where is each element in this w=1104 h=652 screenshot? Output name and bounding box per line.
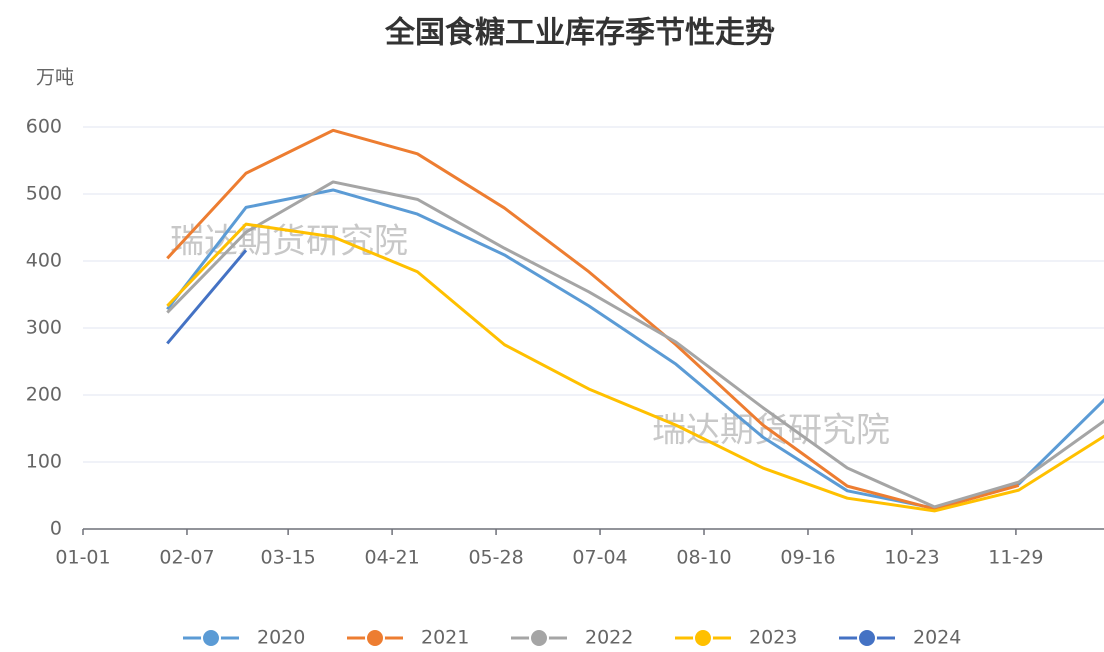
x-tick-label: 10-23 (884, 547, 939, 569)
x-tick-label: 11-29 (988, 547, 1043, 569)
y-tick-label: 400 (26, 250, 62, 272)
chart-title: 全国食糖工业库存季节性走势 (384, 16, 775, 51)
y-axis-unit: 万吨 (36, 67, 74, 89)
legend-item[interactable]: 2022 (511, 627, 633, 649)
legend-marker (365, 628, 385, 648)
legend-item[interactable]: 2021 (347, 627, 469, 649)
legend-label: 2020 (257, 627, 305, 649)
legend-marker (201, 628, 221, 648)
series-line (166, 222, 1104, 513)
x-tick-label: 02-07 (159, 547, 214, 569)
y-tick-label: 200 (26, 384, 62, 406)
legend-item[interactable]: 2024 (839, 627, 961, 649)
legend-marker (693, 628, 713, 648)
y-tick-label: 0 (50, 518, 62, 540)
x-tick-label: 07-04 (572, 547, 627, 569)
legend-marker (529, 628, 549, 648)
series-line (166, 128, 1020, 511)
legend-label: 2023 (749, 627, 797, 649)
legend-marker (857, 628, 877, 648)
y-tick-label: 500 (26, 183, 62, 205)
legend-item[interactable]: 2020 (183, 627, 305, 649)
x-tick-label: 05-28 (468, 547, 523, 569)
y-tick-label: 600 (26, 116, 62, 138)
series-line (166, 180, 1104, 509)
x-tick-label: 01-01 (55, 547, 110, 569)
legend-label: 2021 (421, 627, 469, 649)
y-tick-label: 300 (26, 317, 62, 339)
y-tick-label: 100 (26, 451, 62, 473)
x-tick-label: 09-16 (780, 547, 835, 569)
x-tick-label: 03-15 (261, 547, 316, 569)
legend-label: 2022 (585, 627, 633, 649)
legend-label: 2024 (913, 627, 961, 649)
legend-item[interactable]: 2023 (675, 627, 797, 649)
x-tick-label: 04-21 (364, 547, 419, 569)
watermark: 瑞达期货研究院 (170, 222, 408, 262)
series-line (166, 249, 248, 345)
x-tick-label: 08-10 (676, 547, 731, 569)
